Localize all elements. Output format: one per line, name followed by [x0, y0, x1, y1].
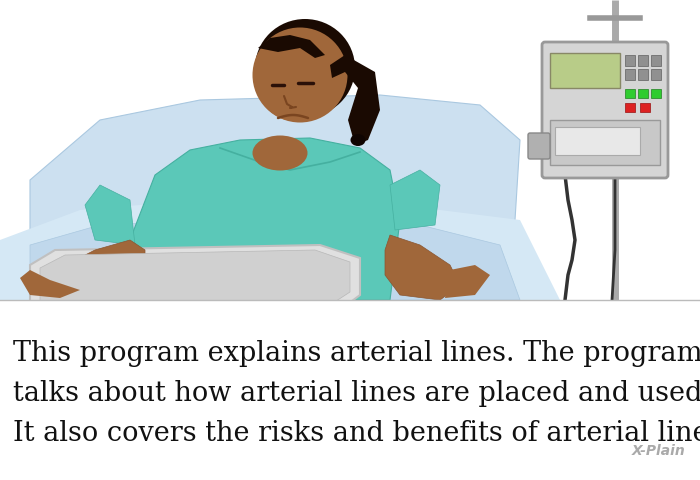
Ellipse shape [253, 135, 307, 170]
Ellipse shape [253, 27, 347, 122]
Bar [638, 89, 648, 98]
Polygon shape [85, 185, 135, 245]
Bar [625, 69, 635, 80]
Bar [550, 53, 620, 88]
Bar [625, 89, 635, 98]
Bar [0, 0, 700, 300]
Bar [640, 103, 650, 112]
Bar [550, 120, 660, 165]
Text: It also covers the risks and benefits of arterial lines.: It also covers the risks and benefits of… [13, 420, 700, 447]
Polygon shape [330, 55, 380, 145]
Bar [625, 103, 635, 112]
Bar [651, 55, 661, 66]
Polygon shape [40, 250, 350, 305]
Text: talks about how arterial lines are placed and used.: talks about how arterial lines are place… [13, 380, 700, 407]
Polygon shape [50, 240, 145, 300]
Polygon shape [30, 218, 520, 300]
Bar [651, 69, 661, 80]
Bar [0, 300, 700, 480]
Polygon shape [30, 95, 520, 300]
Polygon shape [445, 265, 490, 298]
Bar [638, 55, 648, 66]
Ellipse shape [255, 19, 355, 117]
Polygon shape [385, 235, 460, 300]
Bar [638, 69, 648, 80]
Text: This program explains arterial lines. The program: This program explains arterial lines. Th… [13, 340, 700, 367]
Polygon shape [390, 170, 440, 230]
Bar [555, 127, 640, 155]
Polygon shape [30, 245, 360, 310]
FancyBboxPatch shape [542, 42, 668, 178]
Polygon shape [0, 200, 560, 300]
Ellipse shape [258, 43, 332, 121]
FancyBboxPatch shape [528, 133, 550, 159]
Bar [651, 89, 661, 98]
Bar [625, 55, 635, 66]
Polygon shape [258, 35, 325, 58]
Text: X-Plain: X-Plain [631, 444, 685, 458]
Polygon shape [20, 270, 80, 298]
Ellipse shape [351, 134, 365, 146]
Polygon shape [130, 138, 400, 300]
